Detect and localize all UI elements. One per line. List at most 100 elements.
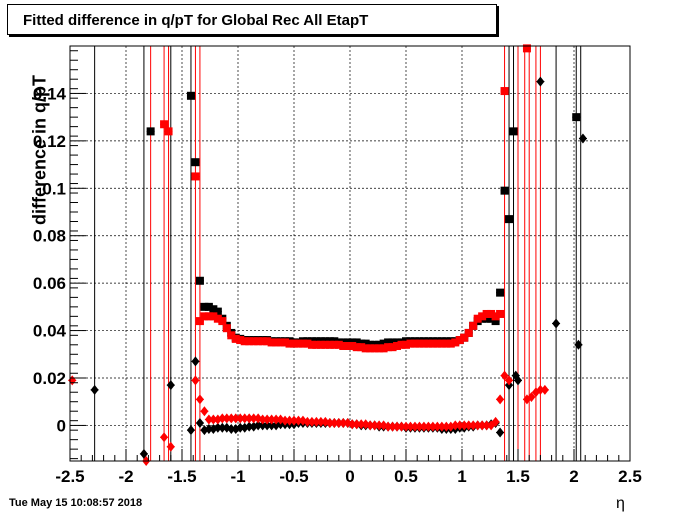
data-point-diamond — [469, 420, 478, 431]
grid-lines — [69, 46, 631, 461]
data-point-diamond — [527, 391, 536, 402]
data-point-diamond — [578, 133, 587, 144]
data-point-square — [388, 343, 397, 352]
data-point-square — [379, 344, 388, 353]
data-point-square — [572, 113, 581, 122]
y-tick-label: 0.06 — [33, 274, 66, 293]
data-point-diamond — [478, 420, 487, 431]
data-point-diamond — [540, 384, 549, 395]
data-point-diamond — [536, 384, 545, 395]
data-point-diamond — [393, 421, 402, 432]
data-point-square — [478, 312, 487, 321]
data-point-diamond — [218, 413, 227, 424]
data-point-square — [204, 312, 213, 321]
x-tick-label: -1.5 — [167, 467, 196, 486]
data-point-square — [200, 302, 209, 311]
x-axis-title: η — [616, 495, 625, 512]
data-point-square — [263, 337, 272, 346]
data-point-diamond — [384, 421, 393, 432]
data-point-diamond — [406, 421, 415, 432]
data-point-diamond — [325, 418, 334, 429]
data-point-square — [406, 339, 415, 348]
data-point-square — [352, 343, 361, 352]
data-point-square — [231, 334, 240, 343]
data-point-square — [213, 307, 222, 316]
data-point-square — [272, 338, 281, 347]
data-point-square — [290, 339, 298, 348]
data-point-diamond — [213, 422, 222, 433]
data-point-square — [258, 337, 267, 346]
data-point-square — [236, 336, 245, 345]
data-point-diamond — [437, 421, 446, 432]
y-tick-label: 0.02 — [33, 369, 66, 388]
data-point-diamond — [245, 413, 254, 424]
data-point-diamond — [258, 414, 267, 425]
data-point-square — [227, 331, 236, 340]
data-point-diamond — [240, 413, 249, 424]
data-point-diamond — [370, 420, 379, 431]
data-point-square — [330, 340, 339, 349]
data-point-square — [419, 339, 428, 348]
data-point-diamond — [357, 419, 366, 430]
data-point-diamond — [254, 420, 263, 431]
y-tick-label: 0.12 — [33, 132, 66, 151]
data-point-square — [500, 186, 509, 195]
data-point-square — [424, 339, 433, 348]
data-point-diamond — [375, 420, 384, 431]
data-point-square — [352, 338, 361, 347]
axis-ticks — [69, 50, 631, 461]
data-point-square — [200, 312, 209, 321]
data-point-square — [505, 215, 514, 224]
data-point-square — [249, 337, 258, 346]
data-point-square — [451, 338, 460, 347]
y-tick-label: 0.1 — [42, 179, 66, 198]
data-point-diamond — [249, 413, 258, 424]
data-point-diamond — [186, 425, 195, 436]
x-tick-label: 0 — [345, 467, 354, 486]
data-point-square — [298, 339, 307, 348]
data-point-diamond — [500, 370, 509, 381]
data-point-square — [325, 340, 334, 349]
data-point-diamond — [303, 416, 312, 427]
x-tick-label: -2.5 — [55, 467, 84, 486]
data-point-square — [348, 341, 357, 350]
data-point-square — [164, 127, 173, 136]
data-point-diamond — [267, 420, 276, 431]
data-point-square — [500, 87, 509, 96]
data-point-diamond — [307, 416, 316, 427]
data-point-square — [442, 339, 451, 348]
x-tick-label: 0.5 — [394, 467, 418, 486]
data-point-diamond — [410, 421, 419, 432]
data-point-square — [195, 276, 204, 285]
data-point-diamond — [482, 420, 491, 431]
data-point-diamond — [68, 375, 77, 386]
data-point-square — [160, 120, 169, 129]
data-point-square — [509, 127, 518, 136]
data-point-diamond — [442, 421, 451, 432]
data-point-diamond — [514, 375, 522, 386]
tick-labels: -2.5 -2 -1.5 -1 -0.5 0 0.5 1 1.5 2 2.5 0 0.02 0.04 0.0… — [33, 84, 642, 486]
data-point-square — [491, 317, 500, 326]
data-point-square — [375, 344, 384, 353]
y-tick-label: 0.08 — [33, 227, 66, 246]
data-point-square — [491, 312, 500, 321]
y-axis-title: difference in q/pT — [29, 74, 50, 226]
data-point-square — [384, 338, 393, 347]
data-point-square — [245, 337, 254, 346]
data-point-diamond — [294, 415, 303, 426]
data-point-diamond — [402, 421, 410, 432]
data-point-diamond — [200, 406, 209, 417]
data-point-diamond — [290, 415, 298, 426]
data-point-square — [339, 341, 348, 350]
data-point-diamond — [195, 394, 204, 405]
y-tick-label: 0 — [57, 416, 66, 435]
data-point-square — [343, 341, 352, 350]
data-point-square — [334, 340, 343, 349]
data-point-square — [433, 339, 442, 348]
data-point-square — [254, 337, 263, 346]
data-point-diamond — [263, 414, 272, 425]
y-tick-label: 0.04 — [33, 322, 67, 341]
data-point-square — [393, 341, 402, 350]
data-point-square — [464, 328, 473, 337]
